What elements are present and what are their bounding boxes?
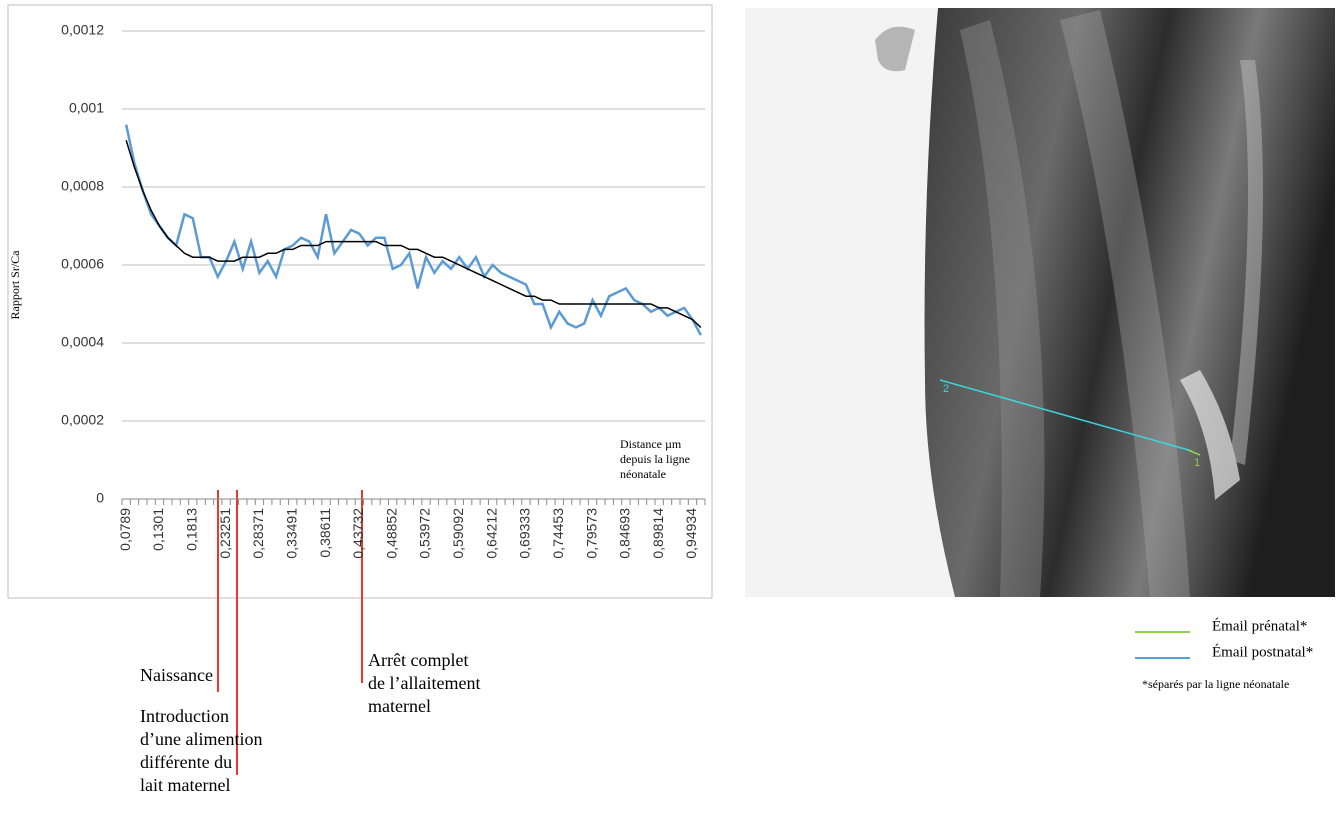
y-tick-label: 0,0004 (61, 334, 104, 350)
annotation-text: lait maternel (140, 775, 230, 795)
annotation-text: Naissance (140, 665, 213, 685)
x-tick-label: 0,69333 (517, 508, 533, 559)
x-tick-label: 0,74453 (550, 508, 566, 559)
marker-label: 2 (943, 383, 949, 395)
x-tick-label: 0,79573 (583, 508, 599, 559)
annotation-text: différente du (140, 752, 232, 772)
x-tick-label: 0,28371 (250, 508, 266, 559)
y-tick-label: 0,0002 (61, 412, 104, 428)
y-tick-label: 0,0006 (61, 256, 104, 272)
data-line (125, 139, 702, 328)
y-axis-label: Rapport Sr/Ca (8, 250, 22, 320)
y-tick-label: 0,001 (69, 100, 104, 116)
x-axis-label: Distance µm depuis la ligne néonatale (620, 437, 690, 481)
x-axis-label-box: Distance µm depuis la ligne néonatale (620, 437, 690, 481)
x-tick-label: 0,0789 (117, 508, 133, 551)
annotation-text: de l’allaitement (368, 673, 480, 693)
x-tick-label: 0,23251 (217, 508, 233, 559)
annotation-text: d’une alimention (140, 729, 262, 749)
x-tick-label: 0,59092 (450, 508, 466, 559)
marker-label: 1 (1194, 457, 1200, 469)
x-tick-label: 0,1813 (183, 508, 199, 551)
data-line (124, 124, 702, 336)
x-tick-label: 0,43732 (350, 508, 366, 559)
legend-label: Émail prénatal* (1212, 617, 1307, 634)
micrograph (745, 8, 1335, 597)
x-tick-label: 0,64212 (483, 508, 499, 559)
legend-note: *séparés par la ligne néonatale (1142, 677, 1289, 691)
annotation-text: Introduction (140, 706, 229, 726)
x-tick-label: 0,94934 (683, 508, 699, 559)
y-tick-label: 0,0012 (61, 22, 104, 38)
x-tick-label: 0,33491 (283, 508, 299, 559)
x-tick-label: 0,1301 (150, 508, 166, 551)
annotation-text: Arrêt complet (368, 650, 468, 670)
annotation-text: maternel (368, 696, 431, 716)
legend-label: Émail postnatal* (1212, 643, 1313, 660)
x-tick-label: 0,84693 (617, 508, 633, 559)
x-tick-label: 0,53972 (417, 508, 433, 559)
x-tick-label: 0,89814 (650, 508, 666, 559)
y-tick-label: 0,0008 (61, 178, 104, 194)
x-tick-label: 0,48852 (383, 508, 399, 559)
x-tick-label: 0,38611 (317, 508, 333, 558)
y-tick-label: 0 (96, 490, 104, 506)
